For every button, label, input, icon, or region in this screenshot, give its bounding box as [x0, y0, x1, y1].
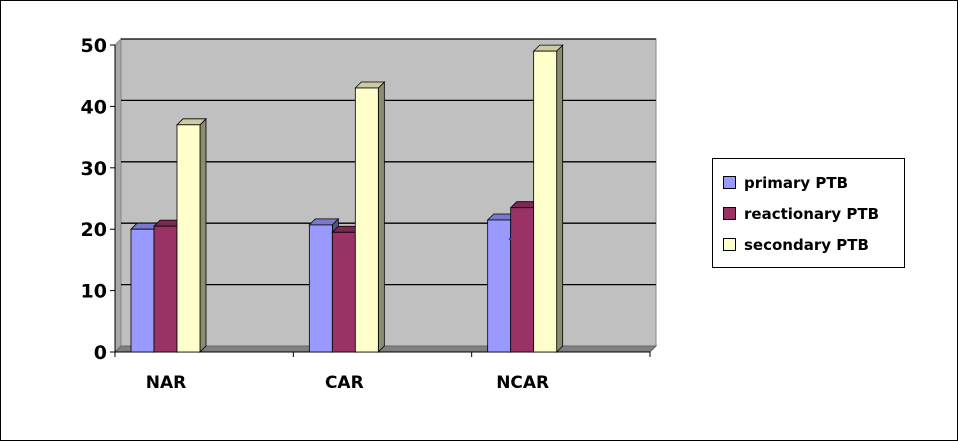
- bar: [510, 207, 535, 353]
- legend-label: reactionary PTB: [744, 204, 880, 223]
- bar: [331, 231, 356, 353]
- bar: [533, 50, 558, 353]
- x-tick-label: CAR: [325, 373, 364, 393]
- y-tick-label: 0: [94, 342, 107, 364]
- y-tick-label: 20: [81, 219, 107, 241]
- legend-label: secondary PTB: [744, 235, 869, 254]
- legend-label: primary PTB: [744, 173, 849, 192]
- y-tick-label: 10: [81, 281, 107, 303]
- bar-side: [556, 44, 564, 353]
- bar: [130, 228, 155, 353]
- bar: [153, 225, 178, 353]
- legend-item: primary PTB: [723, 167, 904, 198]
- y-tick-label: 50: [81, 35, 107, 57]
- legend-swatch: [723, 176, 736, 189]
- x-tick-label: NAR: [146, 373, 186, 393]
- bar: [176, 124, 201, 353]
- legend-swatch: [723, 238, 736, 251]
- bar-side: [199, 117, 207, 353]
- bar-side: [377, 81, 385, 353]
- legend: primary PTB reactionary PTB secondary PTB: [712, 158, 905, 268]
- y-tick-label: 40: [81, 96, 107, 118]
- x-tick-label: NCAR: [496, 373, 549, 393]
- legend-item: reactionary PTB: [723, 198, 904, 229]
- bar: [308, 224, 333, 353]
- bar: [354, 87, 379, 353]
- stray-dot: [508, 237, 512, 241]
- y-tick-label: 30: [81, 158, 107, 180]
- legend-swatch: [723, 207, 736, 220]
- legend-item: secondary PTB: [723, 229, 904, 260]
- plot-side-wall: [114, 37, 122, 354]
- bar: [487, 219, 512, 353]
